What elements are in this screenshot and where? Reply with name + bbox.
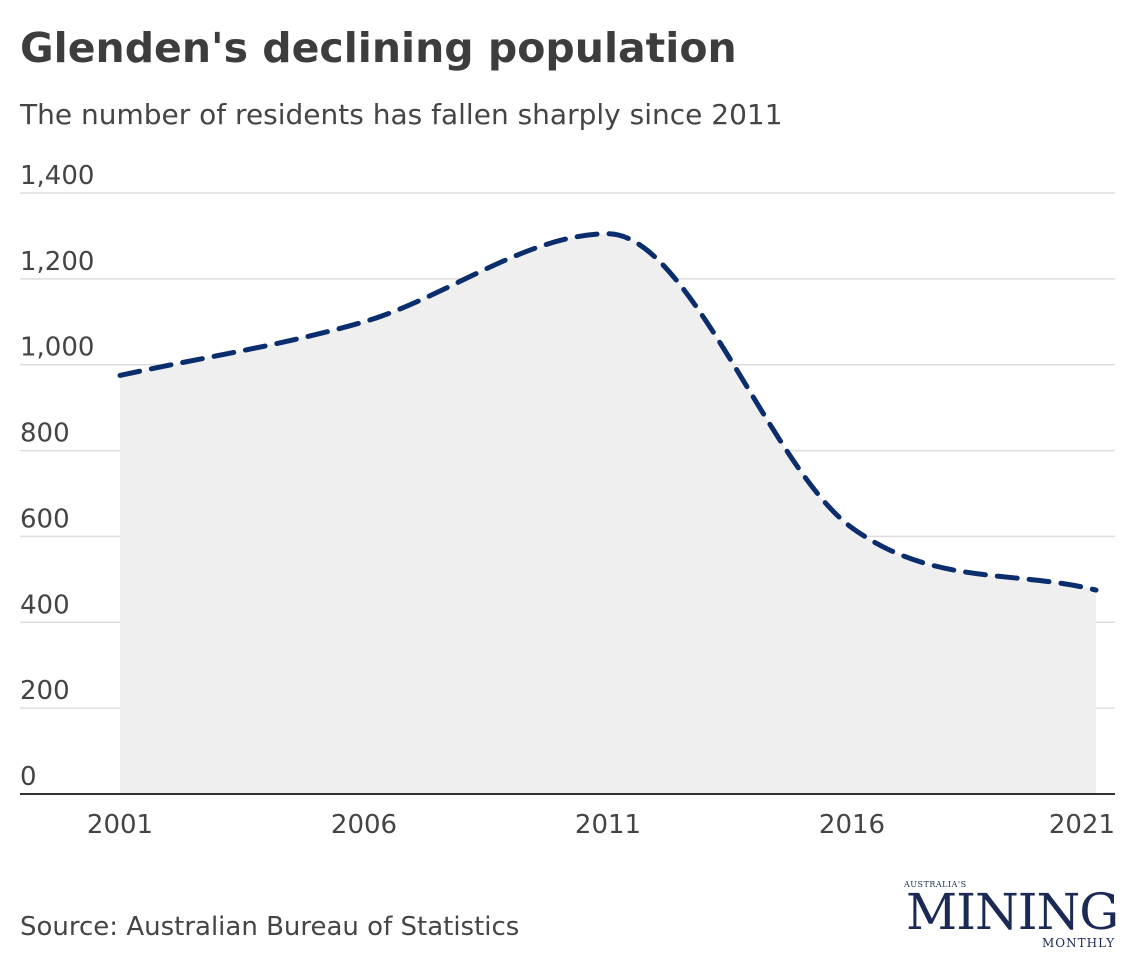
- chart-title: Glenden's declining population: [20, 24, 737, 72]
- logo-main-text: MINING: [906, 883, 1119, 941]
- y-tick-label: 600: [20, 504, 70, 534]
- y-tick-label: 1,400: [20, 161, 94, 191]
- population-area: [120, 233, 1096, 794]
- x-tick-label: 2001: [87, 810, 153, 840]
- population-chart: 0 200 400 600 800 1,000 1,200 1,400 2001 2006 201…: [20, 161, 1115, 840]
- y-tick-label: 0: [20, 762, 37, 792]
- x-tick-label: 2016: [819, 810, 885, 840]
- x-tick-label: 2011: [575, 810, 641, 840]
- x-tick-label: 2006: [331, 810, 397, 840]
- x-tick-label: 2021: [1049, 810, 1115, 840]
- x-axis-ticks: 2001 2006 2011 2016 2021: [87, 810, 1115, 840]
- y-axis-ticks: 0 200 400 600 800 1,000 1,200 1,400: [20, 161, 94, 792]
- y-tick-label: 1,000: [20, 333, 94, 363]
- y-tick-label: 200: [20, 676, 70, 706]
- chart-subtitle: The number of residents has fallen sharp…: [20, 98, 783, 131]
- logo-top-text: AUSTRALIA'S: [904, 880, 967, 889]
- y-tick-label: 400: [20, 590, 70, 620]
- y-tick-label: 1,200: [20, 247, 94, 277]
- logo-bottom-text: MONTHLY: [1042, 936, 1116, 950]
- mining-monthly-logo: AUSTRALIA'S MINING MONTHLY: [900, 880, 1136, 954]
- population-line: [117, 231, 1099, 593]
- y-tick-label: 800: [20, 419, 70, 449]
- source-note: Source: Australian Bureau of Statistics: [20, 912, 520, 942]
